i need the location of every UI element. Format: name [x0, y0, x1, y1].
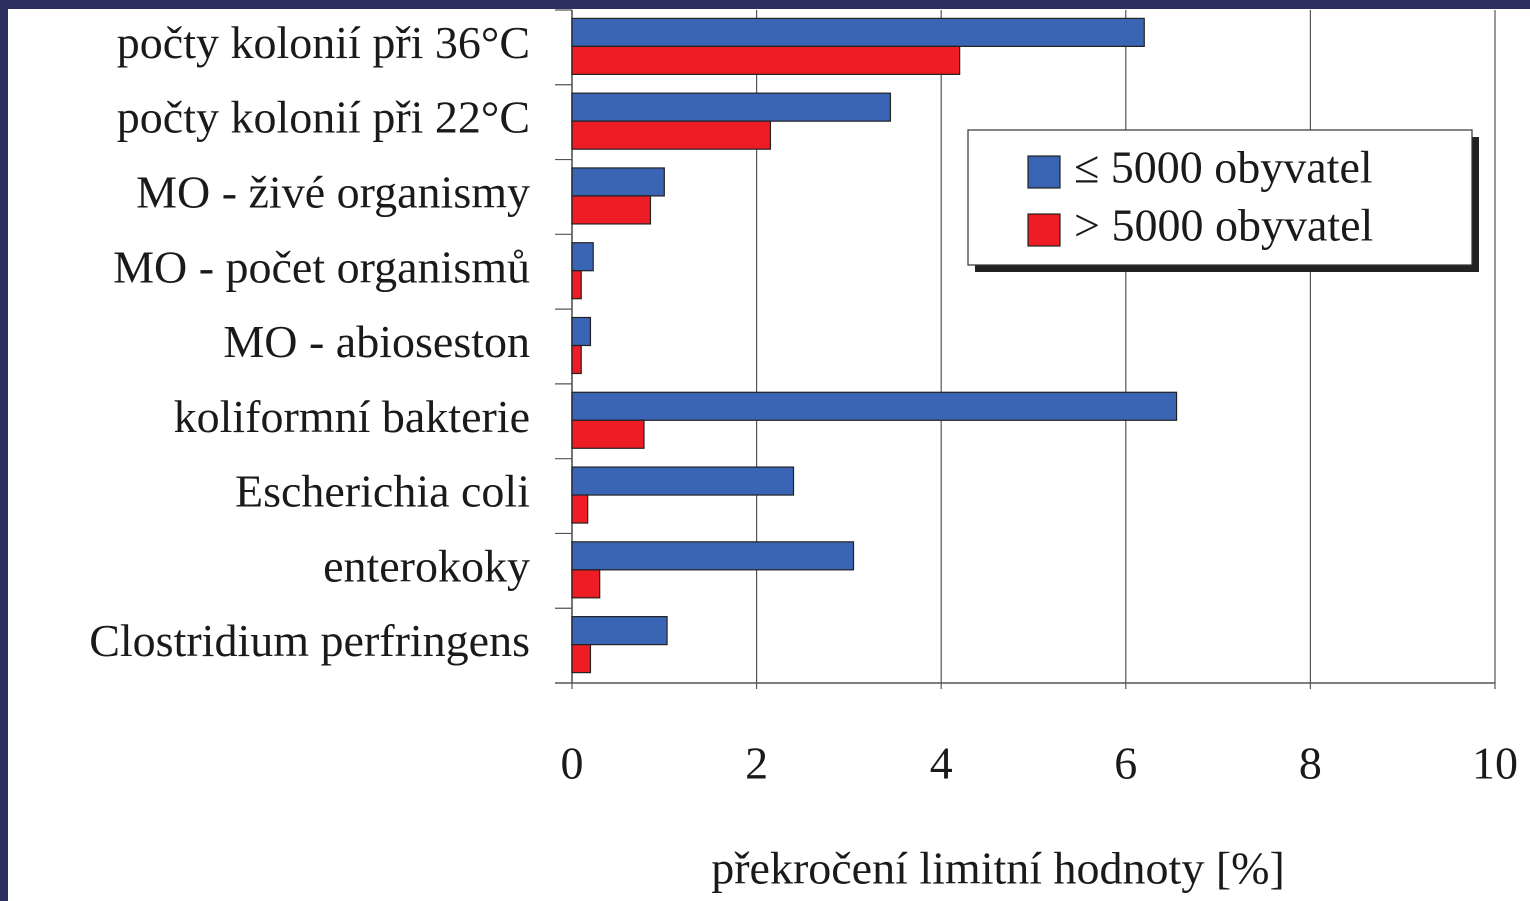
bar	[571, 195, 652, 225]
x-tick-label: 0	[561, 738, 584, 789]
x-tick-label: 8	[1299, 738, 1322, 789]
bar	[571, 270, 582, 300]
y-tick-label: enterokoky	[323, 540, 530, 591]
x-tick-label: 10	[1472, 738, 1518, 789]
bar	[571, 494, 589, 524]
legend-swatch	[1027, 213, 1061, 247]
bar	[571, 45, 961, 75]
bar	[571, 541, 855, 571]
bar	[571, 316, 592, 347]
y-tick-label: počty kolonií při 22°C	[117, 92, 530, 143]
legend-label: > 5000 obyvatel	[1074, 200, 1373, 251]
y-tick-label: koliformní bakterie	[174, 391, 530, 442]
y-tick-label: MO - abioseston	[223, 316, 530, 367]
x-tick-label: 6	[1114, 738, 1137, 789]
legend-swatch	[1027, 155, 1061, 189]
bar	[571, 466, 795, 496]
bar	[571, 17, 1145, 47]
y-tick-label: MO - počet organismů	[113, 241, 530, 292]
bar	[571, 344, 582, 375]
x-axis-label: překročení limitní hodnoty [%]	[711, 843, 1285, 894]
y-tick-label: Clostridium perfringens	[89, 615, 530, 666]
bar	[571, 644, 592, 674]
bar	[571, 120, 772, 150]
bar	[571, 167, 665, 197]
legend-label: ≤ 5000 obyvatel	[1074, 142, 1373, 193]
x-tick-label: 4	[930, 738, 953, 789]
x-tick-label: 2	[745, 738, 768, 789]
y-tick-label: počty kolonií při 36°C	[117, 17, 530, 68]
bar	[571, 242, 594, 272]
y-tick-label: Escherichia coli	[235, 466, 530, 517]
frame-left	[0, 0, 8, 901]
y-tick-label: MO - živé organismy	[136, 167, 530, 218]
frame-top	[0, 0, 1530, 9]
bar	[571, 419, 645, 449]
bar	[571, 616, 668, 646]
bar	[571, 569, 601, 599]
bar	[571, 391, 1178, 421]
bar	[571, 92, 892, 122]
